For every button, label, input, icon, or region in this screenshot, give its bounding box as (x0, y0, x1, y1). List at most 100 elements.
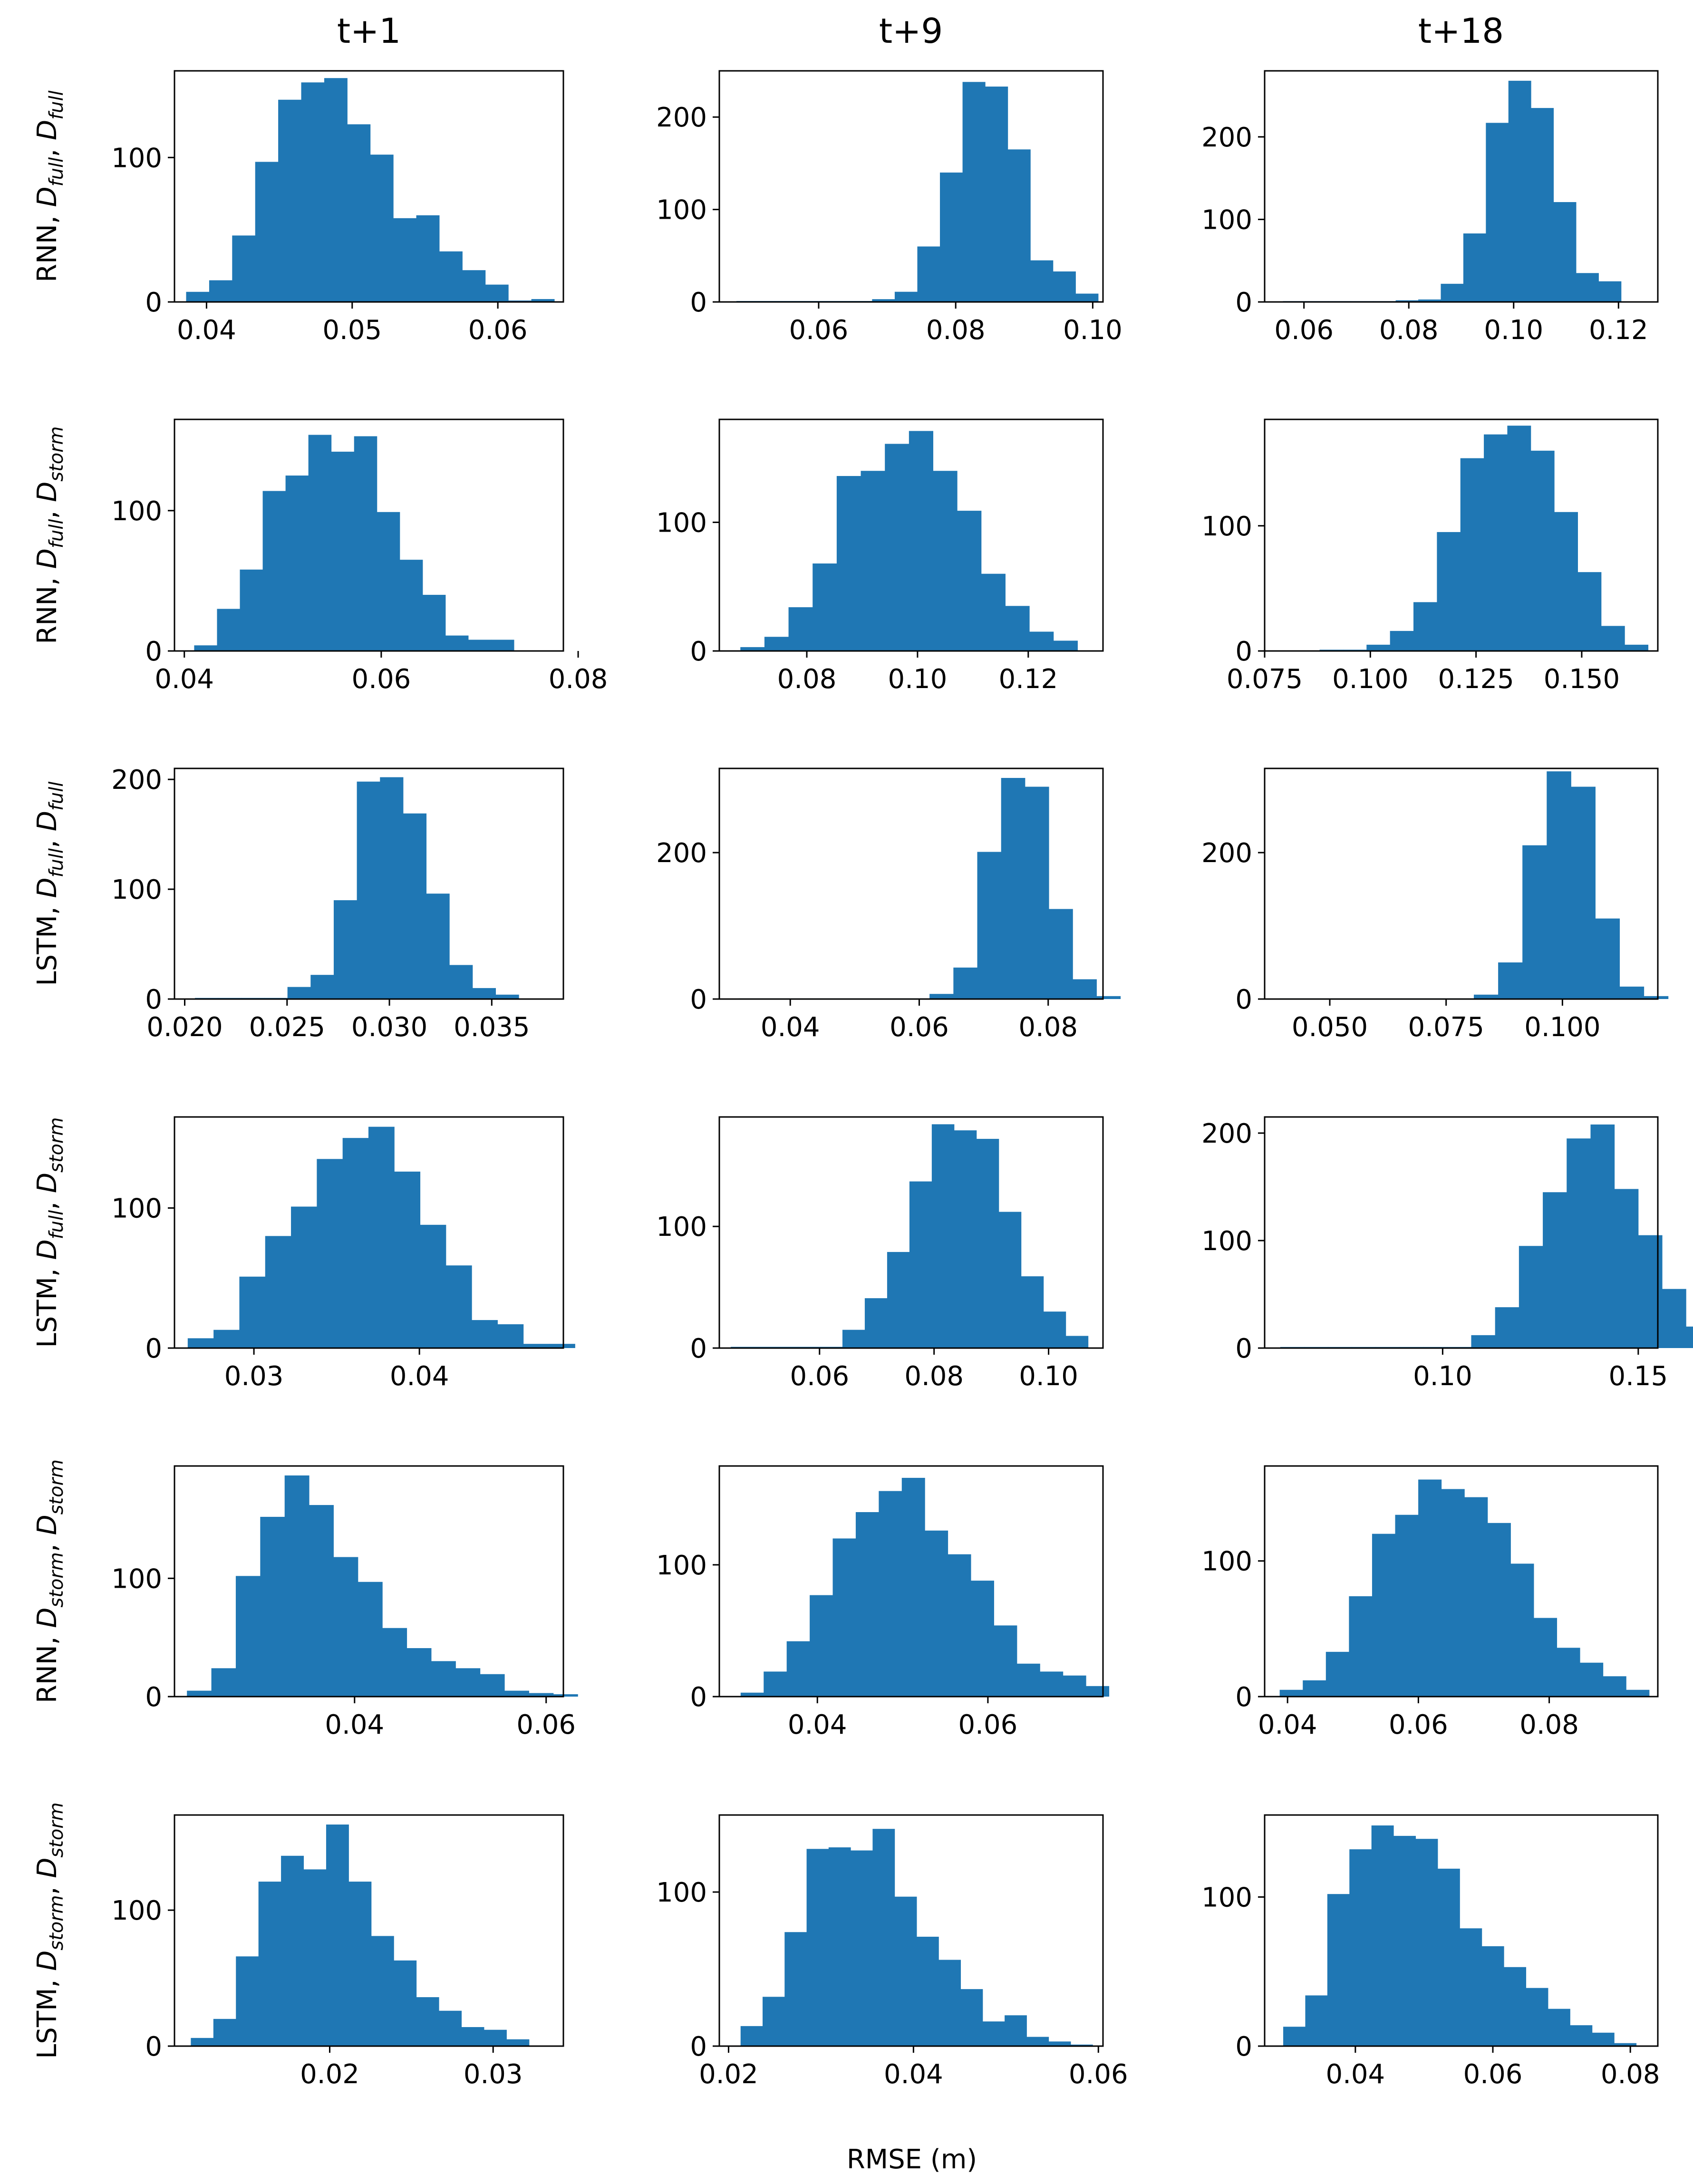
axes-frame (1264, 1465, 1659, 1698)
histogram-bar (954, 1130, 977, 1348)
histogram-bar (394, 1960, 417, 2046)
histogram-bar (764, 1671, 787, 1697)
histogram-bar (1580, 1662, 1604, 1697)
x-tick-label: 0.03 (464, 2059, 523, 2090)
histogram-bar (879, 1491, 902, 1697)
histogram-bar (278, 99, 302, 302)
histogram-panel-r5-c2: 0.04 0.06 0 100 (656, 1465, 1110, 1740)
histogram-bar (309, 1505, 334, 1697)
histogram-bar (1567, 1138, 1591, 1348)
histogram-bar (393, 218, 417, 302)
histogram-bar (1595, 918, 1620, 999)
histogram-bar (420, 1224, 446, 1348)
row-label-part: D (32, 1173, 63, 1193)
y-tick-label: 0 (1235, 984, 1252, 1015)
histogram-bar (258, 1882, 281, 2046)
y-tick-label: 0 (1235, 287, 1252, 318)
histogram-bar (342, 1138, 369, 1348)
row-label-part: D (32, 1608, 63, 1628)
row-label-part: storm (46, 1802, 68, 1857)
row-label-6: LSTM, Dstorm, Dstorm (32, 1802, 68, 2059)
histogram-bar (217, 609, 241, 651)
histogram-bar (740, 1692, 764, 1697)
histogram-bar (1437, 532, 1461, 651)
x-tick-label: 0.08 (777, 664, 837, 695)
histogram-bar (455, 1668, 481, 1697)
histogram-bar (371, 1936, 394, 2046)
histogram-bar (1325, 1651, 1349, 1697)
histogram-bar (1366, 644, 1391, 651)
histogram-bar (416, 215, 440, 302)
histogram-bar (523, 1344, 550, 1348)
histogram-bar (1526, 1988, 1548, 2046)
histogram-bar (284, 1475, 310, 1697)
x-tick-label: 0.03 (224, 1361, 284, 1392)
histogram-bar (1393, 1835, 1416, 2046)
x-tick-label: 0.025 (249, 1012, 325, 1043)
histogram-bar (239, 1276, 266, 1348)
histogram-bar (1601, 626, 1625, 651)
y-tick-label: 0 (690, 2031, 707, 2062)
x-tick-label: 0.06 (468, 315, 528, 346)
x-tick-label: 0.06 (1389, 1709, 1448, 1740)
histogram-bar (194, 645, 217, 651)
x-tick-label: 0.10 (1484, 315, 1543, 346)
histogram-bar (285, 476, 309, 651)
histogram-bar (1504, 1967, 1527, 2046)
histogram-bar (262, 491, 286, 651)
histogram-panel-r2-c3: 0.075 0.100 0.125 0.150 0 100 (1201, 418, 1659, 695)
histogram-panel-r3-c2: 0.04 0.06 0.08 0 200 (656, 767, 1121, 1043)
axes-frame (174, 1465, 564, 1698)
histogram-bar (236, 1956, 259, 2046)
histogram-bar (1437, 1868, 1460, 2046)
histogram-bar (186, 291, 210, 302)
histogram-bar (461, 2027, 484, 2046)
histogram-bar (1626, 1689, 1650, 1697)
x-tick-label: 0.035 (454, 1012, 530, 1043)
x-tick-label: 0.08 (549, 664, 608, 695)
row-label-part: D (32, 120, 63, 140)
histogram-bar (940, 172, 963, 302)
histogram-bar (255, 162, 279, 302)
histogram-bar (213, 1330, 240, 1348)
histogram-bar (211, 1668, 236, 1697)
row-label-part: full (46, 1210, 68, 1240)
histogram-bar (764, 637, 789, 651)
histogram-bar (872, 299, 895, 302)
histogram-panel-r3-c1: 0.020 0.025 0.030 0.035 0 100 200 (111, 765, 564, 1043)
histogram-bar (1619, 986, 1645, 999)
histogram-bar (998, 1212, 1022, 1348)
histogram-bar (310, 975, 334, 999)
y-tick-label: 200 (1201, 838, 1252, 869)
histogram-bar (472, 1320, 498, 1348)
histogram-bar (1495, 1307, 1519, 1348)
histogram-bar (1644, 996, 1669, 999)
x-tick-label: 0.02 (300, 2059, 359, 2090)
histogram-bar (1390, 631, 1414, 651)
row-label-part: D (32, 878, 63, 898)
histogram-bar (431, 1661, 456, 1697)
y-tick-label: 0 (145, 1333, 162, 1364)
column-title-t18: t+18 (1418, 11, 1504, 51)
axes-frame (174, 1814, 564, 2047)
histogram-bar (472, 988, 496, 999)
histogram-bar (1510, 1563, 1534, 1697)
histogram-bar (1474, 994, 1499, 999)
histogram-bar (909, 431, 933, 651)
histogram-bar (468, 640, 492, 651)
x-tick-label: 0.150 (1544, 664, 1620, 695)
histogram-bar (235, 1576, 261, 1697)
y-tick-label: 0 (1235, 2031, 1252, 2062)
x-tick-label: 0.05 (322, 315, 382, 346)
histogram-bar (333, 1557, 358, 1697)
histogram-bar (1049, 909, 1073, 999)
histogram-bar (462, 270, 486, 302)
row-label-part: storm (46, 426, 68, 481)
histogram-panel-r1-c2: 0.06 0.08 0.10 0 100 200 (656, 70, 1122, 346)
axes-frame (174, 418, 564, 652)
histogram-bar (994, 1625, 1017, 1697)
histogram-bar (1577, 572, 1602, 651)
x-tick-label: 0.15 (1609, 1361, 1668, 1392)
histogram-bar (260, 1516, 285, 1697)
